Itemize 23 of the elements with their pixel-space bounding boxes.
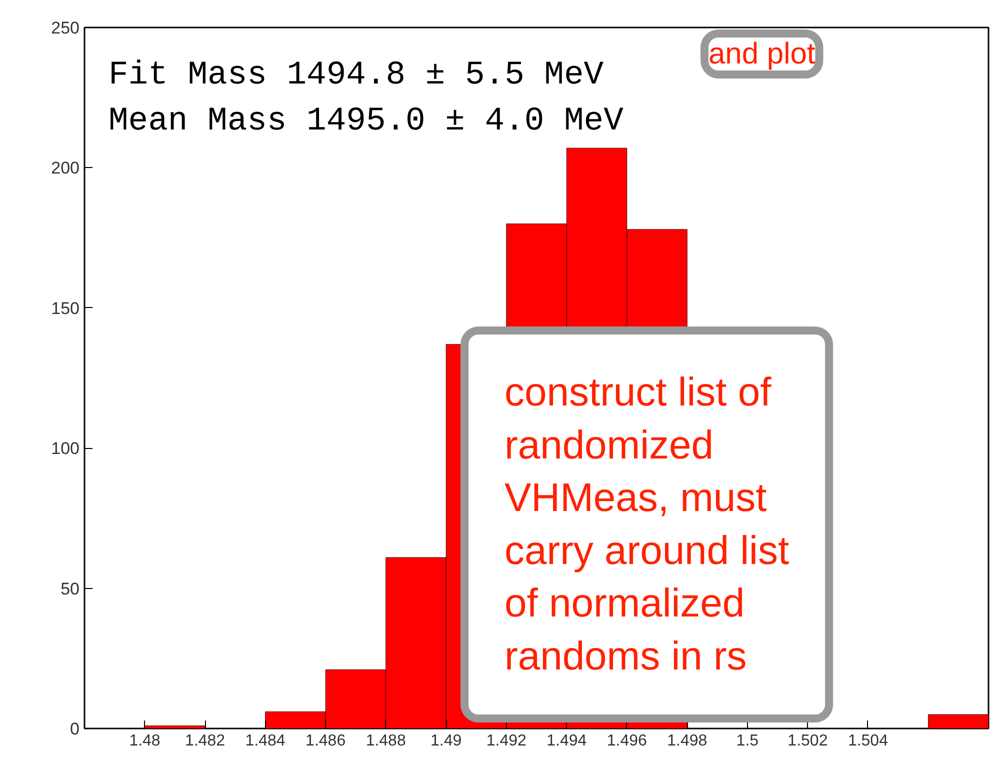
x-tick-label: 1.5: [736, 732, 759, 750]
x-tick-label: 1.48: [129, 732, 160, 750]
x-tick-label: 1.486: [306, 732, 346, 750]
x-tick-label: 1.482: [185, 732, 226, 750]
x-tick-label: 1.504: [848, 732, 888, 750]
annotation: construct list of randomized VHMeas, must carry around list of normalized randoms in rs: [504, 370, 790, 678]
y-tick-label: 150: [51, 298, 80, 318]
y-tick-label: 250: [51, 18, 80, 38]
x-tick-label: 1.494: [546, 732, 587, 750]
x-tick-label: 1.496: [606, 732, 648, 750]
y-tick-label: 0: [70, 720, 80, 738]
y-tick-label: 50: [60, 579, 80, 598]
y-tick-label: 100: [51, 439, 80, 458]
x-tick-label: 1.492: [486, 732, 526, 750]
annotation: Fit Mass 1494.8 ± 5.5 MeV: [108, 56, 604, 94]
x-tick-label: 1.498: [667, 732, 708, 750]
y-tick-label: 200: [51, 158, 80, 178]
annotation: and plot: [708, 38, 816, 70]
x-tick-label: 1.502: [788, 732, 828, 750]
x-tick-label: 1.49: [430, 732, 462, 750]
x-tick-label: 1.488: [366, 732, 406, 750]
x-tick-label: 1.484: [245, 732, 286, 750]
annotation: Mean Mass 1495.0 ± 4.0 MeV: [108, 102, 624, 140]
